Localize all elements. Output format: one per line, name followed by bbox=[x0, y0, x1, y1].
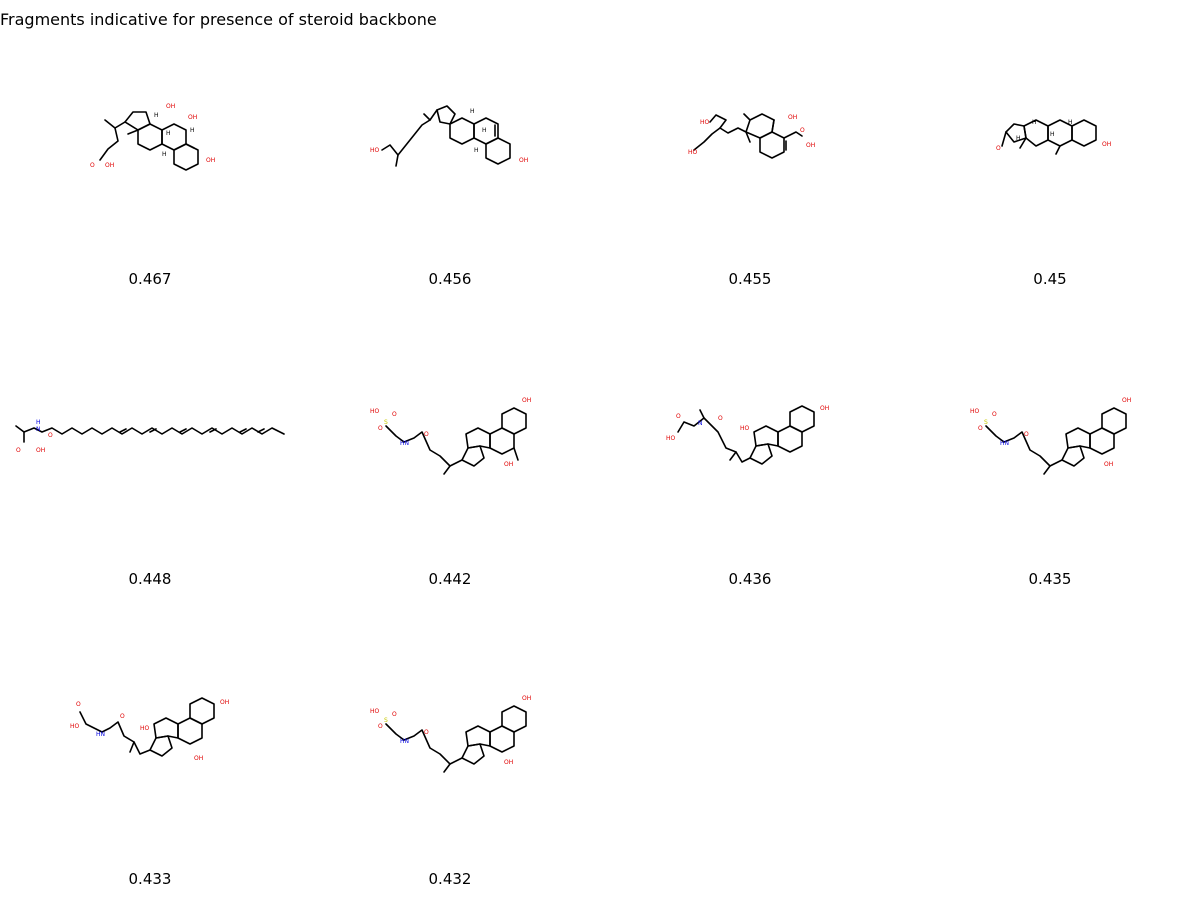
svg-text:HO: HO bbox=[370, 408, 380, 415]
svg-text:OH: OH bbox=[820, 405, 829, 412]
similarity-score: 0.45 bbox=[1033, 270, 1067, 288]
similarity-score: 0.435 bbox=[1028, 570, 1072, 588]
molecule-structure: HO HO OH O OH bbox=[688, 113, 815, 159]
svg-text:O: O bbox=[800, 127, 805, 134]
svg-text:HO: HO bbox=[140, 725, 150, 732]
molecule-cell: O OH H H H H 0.45 bbox=[900, 0, 1200, 300]
svg-text:H: H bbox=[154, 112, 159, 119]
svg-text:OH: OH bbox=[522, 695, 531, 702]
molecule-structure: HO S O O HN O OH OH bbox=[970, 397, 1131, 475]
svg-text:H: H bbox=[166, 130, 171, 137]
svg-text:OH: OH bbox=[1104, 461, 1113, 468]
svg-text:O: O bbox=[392, 711, 397, 718]
svg-text:O: O bbox=[718, 415, 723, 422]
svg-text:HN: HN bbox=[96, 731, 105, 738]
svg-text:OH: OH bbox=[188, 114, 197, 121]
svg-text:HO: HO bbox=[666, 435, 676, 442]
svg-text:H: H bbox=[482, 127, 487, 134]
svg-text:H: H bbox=[474, 147, 479, 154]
svg-text:S: S bbox=[384, 717, 388, 724]
molecule-cell: HO S O O HN O OH OH 0.442 bbox=[300, 300, 600, 600]
svg-text:O: O bbox=[978, 425, 983, 432]
similarity-score: 0.436 bbox=[728, 570, 772, 588]
molecule-structure: HO S O O HN O OH OH bbox=[370, 695, 531, 773]
similarity-score: 0.455 bbox=[728, 270, 772, 288]
svg-text:H: H bbox=[470, 108, 475, 115]
svg-text:HO: HO bbox=[370, 147, 380, 154]
svg-text:O: O bbox=[424, 729, 429, 736]
svg-text:OH: OH bbox=[105, 162, 114, 169]
svg-text:H: H bbox=[190, 127, 195, 134]
svg-text:HO: HO bbox=[700, 119, 710, 126]
svg-text:OH: OH bbox=[206, 157, 215, 164]
svg-text:H: H bbox=[1050, 131, 1055, 138]
svg-text:OH: OH bbox=[1122, 397, 1131, 404]
figure-title: Fragments indicative for presence of ste… bbox=[0, 10, 437, 29]
svg-text:OH: OH bbox=[1102, 141, 1111, 148]
svg-text:HN: HN bbox=[400, 738, 409, 745]
svg-text:OH: OH bbox=[788, 114, 797, 121]
svg-text:O: O bbox=[424, 431, 429, 438]
svg-text:O: O bbox=[378, 425, 383, 432]
svg-text:H: H bbox=[1068, 119, 1073, 126]
svg-text:OH: OH bbox=[504, 759, 513, 766]
molecule-cell: HO O N O HO OH 0.436 bbox=[600, 300, 900, 600]
svg-text:HO: HO bbox=[370, 708, 380, 715]
svg-text:HO: HO bbox=[740, 425, 750, 432]
svg-text:O: O bbox=[392, 411, 397, 418]
molecule-cell: HO OH H H H 0.456 bbox=[300, 0, 600, 300]
svg-text:OH: OH bbox=[519, 157, 528, 164]
svg-text:H: H bbox=[36, 419, 41, 426]
svg-text:OH: OH bbox=[806, 142, 815, 149]
svg-text:HO: HO bbox=[688, 149, 698, 156]
svg-text:H: H bbox=[1032, 119, 1037, 126]
svg-text:OH: OH bbox=[166, 103, 175, 110]
molecule-structure: H N O O OH bbox=[15, 419, 285, 454]
svg-text:O: O bbox=[676, 413, 681, 420]
svg-text:H: H bbox=[1016, 135, 1021, 142]
svg-text:OH: OH bbox=[194, 755, 203, 762]
similarity-score: 0.467 bbox=[128, 270, 172, 288]
svg-text:O: O bbox=[16, 447, 21, 454]
similarity-score: 0.442 bbox=[428, 570, 472, 588]
molecule-cell: HO HO OH O OH 0.455 bbox=[600, 0, 900, 300]
molecule-structure: HO S O O HN O OH OH bbox=[370, 397, 531, 475]
svg-text:O: O bbox=[76, 701, 81, 708]
svg-text:O: O bbox=[90, 162, 95, 169]
molecule-cell: OH OH OH O OH H H H H 0.467 bbox=[0, 0, 300, 300]
svg-text:HN: HN bbox=[400, 440, 409, 447]
svg-text:O: O bbox=[48, 432, 53, 439]
svg-text:HN: HN bbox=[1000, 440, 1009, 447]
svg-text:H: H bbox=[162, 151, 167, 158]
svg-text:OH: OH bbox=[220, 699, 229, 706]
molecule-cell: HO S O O HN O OH OH 0.432 bbox=[300, 600, 600, 900]
molecule-cell: H N O O OH 0.448 bbox=[0, 300, 300, 600]
svg-text:O: O bbox=[378, 723, 383, 730]
svg-text:S: S bbox=[384, 419, 388, 426]
svg-text:OH: OH bbox=[522, 397, 531, 404]
svg-text:S: S bbox=[984, 419, 988, 426]
molecule-structure: O OH H H H H bbox=[996, 119, 1111, 155]
similarity-score: 0.448 bbox=[128, 570, 172, 588]
svg-text:N: N bbox=[36, 426, 41, 433]
svg-text:HO: HO bbox=[970, 408, 980, 415]
molecule-structure: HO OH H H H bbox=[370, 105, 528, 167]
molecule-structure: HO O N O HO OH bbox=[666, 405, 829, 465]
svg-text:O: O bbox=[996, 145, 1001, 152]
svg-text:OH: OH bbox=[504, 461, 513, 468]
svg-text:OH: OH bbox=[36, 447, 45, 454]
similarity-score: 0.432 bbox=[428, 870, 472, 888]
svg-text:O: O bbox=[1024, 431, 1029, 438]
svg-text:HO: HO bbox=[70, 723, 80, 730]
molecule-structure: O HO HN O HO OH OH bbox=[70, 697, 229, 762]
svg-text:O: O bbox=[992, 411, 997, 418]
molecule-cell: O HO HN O HO OH OH 0.433 bbox=[0, 600, 300, 900]
similarity-score: 0.433 bbox=[128, 870, 172, 888]
molecule-structure: OH OH OH O OH H H H H bbox=[90, 103, 215, 171]
similarity-score: 0.456 bbox=[428, 270, 472, 288]
molecule-cell: HO S O O HN O OH OH 0.435 bbox=[900, 300, 1200, 600]
svg-text:O: O bbox=[120, 713, 125, 720]
svg-text:N: N bbox=[698, 420, 703, 427]
